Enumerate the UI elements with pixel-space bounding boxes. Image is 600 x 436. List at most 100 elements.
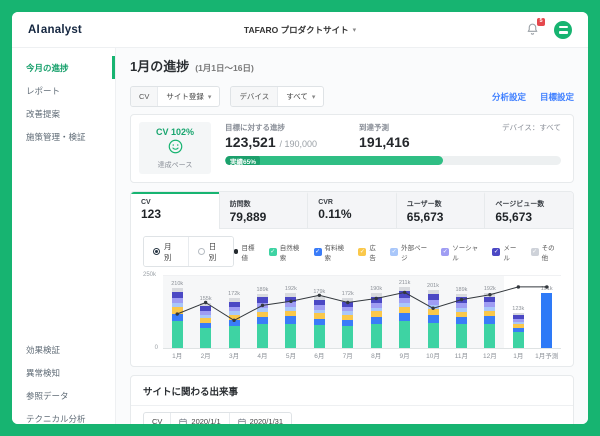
- calendar-icon: [179, 418, 188, 424]
- checkbox-icon: ✓: [390, 247, 399, 256]
- sidebar-item-measure-management[interactable]: 施策管理・検証: [26, 131, 86, 142]
- toggle-daily[interactable]: 日別: [187, 237, 233, 266]
- sidebar-item-this-month-progress[interactable]: 今月の進捗: [12, 56, 115, 79]
- bar-value-label: 172k: [228, 291, 241, 298]
- legend-item-external-page[interactable]: ✓ 外部ページ: [390, 242, 433, 262]
- bar-value-label: 191k: [540, 286, 553, 292]
- plot-wrap: 250k 0 210k 155k 172k 189k 192k 179k 172k 190k 2…: [143, 272, 561, 361]
- kpi-stats: デバイス：すべて 目標に対する進捗 123,521 / 190,000 到達予測…: [225, 122, 561, 174]
- kpi-forecast-value: 191,416: [359, 134, 410, 150]
- x-axis-label: 4月: [257, 353, 268, 360]
- bar-stack: [342, 298, 354, 348]
- chart-card: CV 123 訪問数 79,889 CVR 0.11% ユーザー数 65,673 ページビュー数…: [130, 191, 574, 367]
- legend-label: 有料検索: [324, 244, 345, 262]
- bar-segment: [171, 313, 183, 322]
- stat-tab-value: 65,673: [495, 210, 533, 224]
- legend-item-social[interactable]: ✓ ソーシャル: [441, 242, 484, 262]
- bar-segment: [484, 316, 496, 324]
- granularity-toggle: 月別 日別: [143, 236, 234, 267]
- sidebar-item-anomaly-detection[interactable]: 異常検知: [26, 367, 61, 378]
- bar-column: 172k: [334, 276, 362, 348]
- stat-tab-visits[interactable]: 訪問数 79,889: [218, 192, 308, 229]
- x-axis-label: 12月: [482, 353, 497, 360]
- site-selector-label: TAFARO プロダクトサイト: [243, 24, 349, 35]
- device-filter-label: デバイス: [231, 87, 278, 106]
- legend-label: 広告: [369, 244, 376, 262]
- stat-tab-pageviews[interactable]: ページビュー数 65,673: [484, 192, 573, 229]
- topbar-actions: 5: [526, 18, 572, 39]
- notifications-button[interactable]: 5: [526, 18, 545, 37]
- bar-segment: [512, 324, 524, 328]
- topbar: AIanalyst TAFARO プロダクトサイト ▾ 5: [12, 12, 588, 48]
- x-axis-label: 2月: [200, 353, 211, 360]
- stat-tab-value: 79,889: [229, 210, 267, 224]
- sidebar-item-report[interactable]: レポート: [26, 85, 61, 96]
- checkbox-icon: ✓: [313, 247, 322, 256]
- page-period: (1月1日〜16日): [195, 63, 254, 73]
- sidebar-spacer: [12, 148, 115, 338]
- y-axis-max-label: 250k: [143, 272, 157, 278]
- bar-segment: [399, 321, 411, 348]
- legend-item-other[interactable]: ✓ その他: [530, 242, 561, 262]
- x-axis-label: 9月: [399, 353, 410, 360]
- stat-tab-cv[interactable]: CV 123: [131, 192, 219, 229]
- events-date-to[interactable]: 2020/1/31: [228, 413, 291, 424]
- bar-segment: [256, 316, 268, 324]
- stat-tab-users[interactable]: ユーザー数 65,673: [395, 192, 485, 229]
- bar-segment: [370, 323, 382, 348]
- bar-segment: [484, 323, 496, 348]
- stat-tab-cvr[interactable]: CVR 0.11%: [307, 192, 396, 229]
- bar-segment: [171, 321, 183, 348]
- events-title: サイトに関わる出来事: [143, 387, 239, 398]
- legend-item-ads[interactable]: ✓ 広告: [358, 242, 382, 262]
- checkbox-icon: ✓: [530, 247, 539, 256]
- bar-segment: [455, 324, 467, 348]
- goal-settings-link[interactable]: 目標設定: [539, 91, 574, 102]
- bar-stack: [512, 312, 524, 348]
- sidebar-item-effect-verification[interactable]: 効果検証: [26, 344, 61, 355]
- sidebar-nav-primary: 今月の進捗レポート改善提案施策管理・検証: [12, 56, 115, 148]
- legend-item-mail[interactable]: ✓ メール: [492, 242, 522, 262]
- legend-item-organic-search[interactable]: ✓ 自然検索: [268, 242, 306, 262]
- bar-segment: [228, 326, 240, 348]
- smiley-icon: [168, 139, 182, 154]
- page-title: 1月の進捗: [130, 59, 190, 74]
- stat-tab-value: 0.11%: [318, 207, 352, 221]
- avatar[interactable]: [554, 20, 572, 39]
- bar-segment: [256, 324, 268, 348]
- bar-segment: [399, 313, 411, 322]
- logo-text: analyst: [40, 23, 82, 36]
- stat-tab-label: 訪問数: [229, 201, 251, 208]
- progress-fill: 実績65%: [225, 156, 444, 165]
- device-filter-dropdown[interactable]: すべて ▾: [277, 87, 323, 106]
- bar-column: 211k: [390, 276, 418, 348]
- bar-segment: [512, 321, 524, 325]
- bar-column: 179k: [305, 276, 333, 348]
- bar-column: 190k: [362, 276, 390, 348]
- toggle-monthly[interactable]: 月別: [144, 237, 188, 266]
- sidebar: 今月の進捗レポート改善提案施策管理・検証 効果検証異常検知参照データテクニカル分…: [12, 48, 116, 424]
- stat-tab-value: 65,673: [406, 210, 444, 224]
- main-content: 1月の進捗 (1月1日〜16日) CV サイト登録 ▾ デバイス すべて ▾ 分析設…: [116, 48, 588, 424]
- bar-value-label: 210k: [171, 280, 184, 287]
- bar-value-label: 201k: [427, 283, 439, 290]
- sidebar-item-improvement-proposal[interactable]: 改善提案: [26, 108, 61, 119]
- events-cv-chip[interactable]: CV: [152, 417, 163, 424]
- filter-row: CV サイト登録 ▾ デバイス すべて ▾ 分析設定 目標設定: [130, 86, 574, 107]
- cv-filter: CV サイト登録 ▾: [130, 86, 221, 107]
- site-selector-dropdown[interactable]: TAFARO プロダクトサイト ▾: [244, 24, 356, 36]
- cv-filter-dropdown[interactable]: サイト登録 ▾: [157, 87, 219, 106]
- legend-item-paid-search[interactable]: ✓ 有料検索: [313, 242, 351, 262]
- legend-label: 目標値: [241, 244, 255, 262]
- bar-chart: 210k 155k 172k 189k 192k 179k 172k 190k 211k 201k…: [163, 276, 561, 348]
- radio-icon: [197, 248, 205, 255]
- analysis-settings-link[interactable]: 分析設定: [491, 91, 526, 102]
- bell-icon: [527, 23, 538, 35]
- kpi-progress-label: 目標に対する進捗: [225, 123, 285, 132]
- sidebar-item-technical-analysis[interactable]: テクニカル分析: [26, 413, 86, 424]
- bar-column: 123k: [504, 276, 532, 348]
- bar-value-label: 192k: [284, 285, 297, 292]
- events-date-from[interactable]: 2020/1/1: [170, 413, 228, 424]
- sidebar-item-reference-data[interactable]: 参照データ: [26, 390, 69, 401]
- checkbox-icon: ✓: [268, 247, 277, 256]
